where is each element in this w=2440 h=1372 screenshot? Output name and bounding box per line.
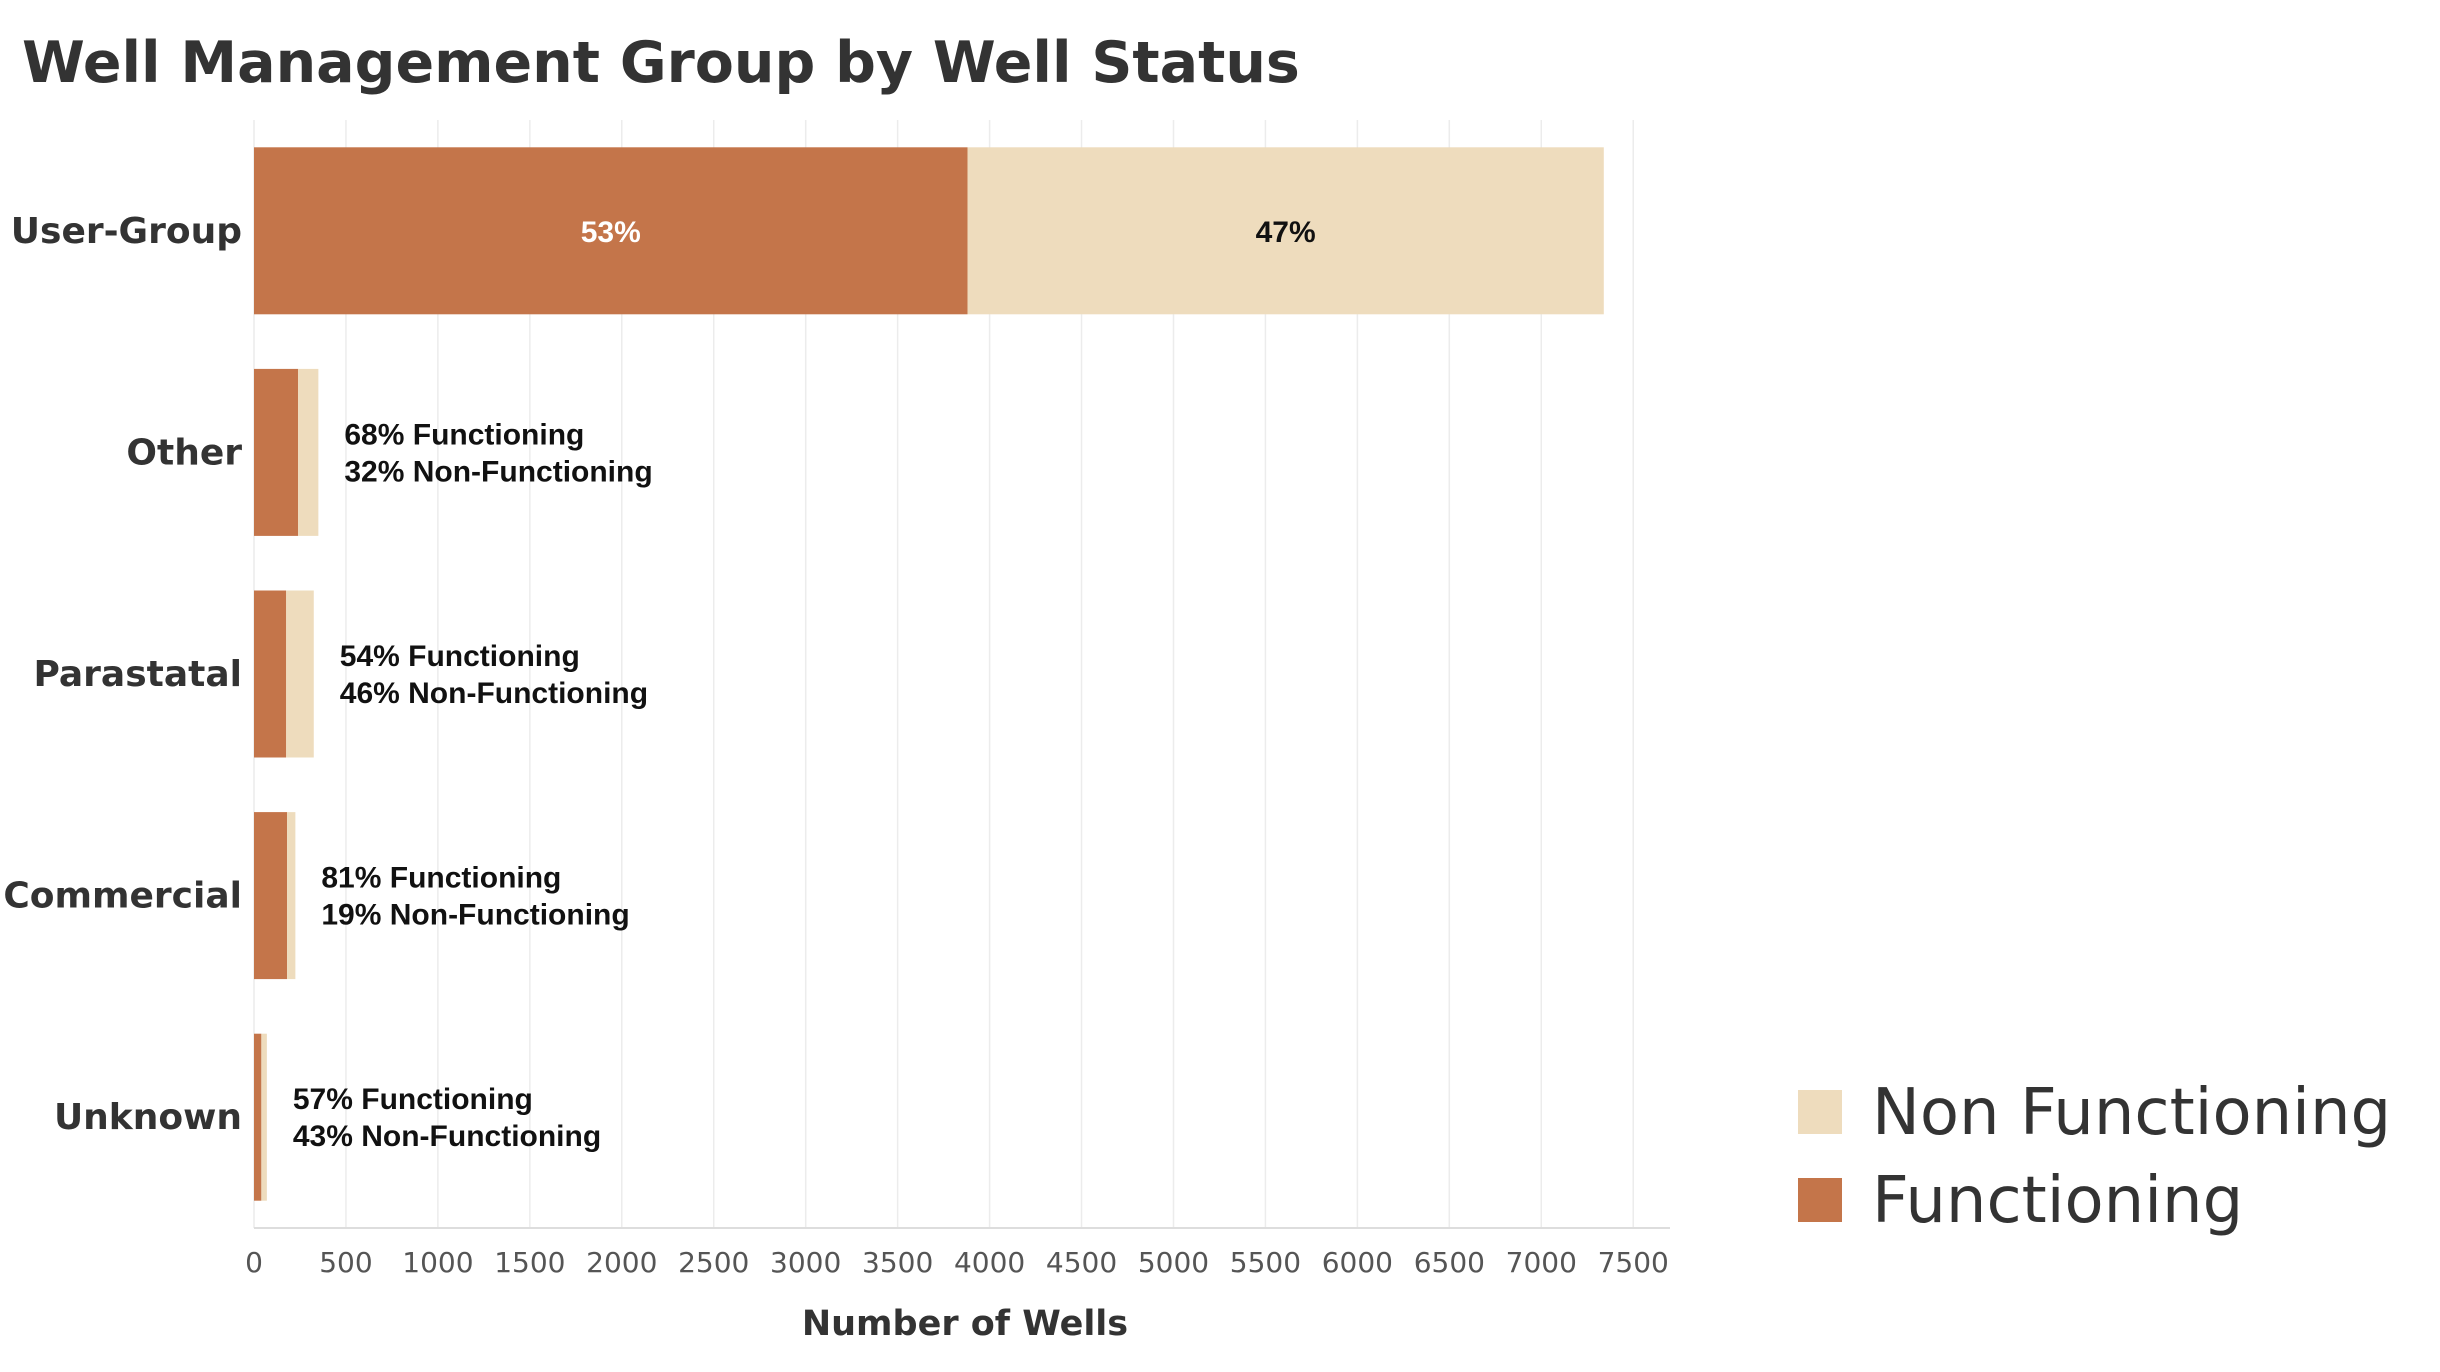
bar-non-functioning-user-group xyxy=(967,147,1604,315)
x-tick-label: 2500 xyxy=(678,1246,749,1279)
bar-functioning-unknown xyxy=(254,1033,262,1201)
bar-functioning-commercial xyxy=(254,812,288,980)
x-tick-label: 4500 xyxy=(1046,1246,1117,1279)
bar-annotation-line: 57% Functioning xyxy=(293,1083,533,1116)
legend-swatch-functioning xyxy=(1798,1178,1842,1222)
category-label: Other xyxy=(126,432,242,473)
bar-annotation-line: 32% Non-Functioning xyxy=(344,455,652,488)
bar-annotation-line: 43% Non-Functioning xyxy=(293,1120,601,1153)
legend-label: Functioning xyxy=(1872,1164,2243,1238)
x-tick-label: 0 xyxy=(245,1246,263,1279)
x-tick-label: 6500 xyxy=(1414,1246,1485,1279)
bar-functioning-parastatal xyxy=(254,590,287,758)
x-tick-label: 5500 xyxy=(1230,1246,1301,1279)
legend-swatch-non-functioning xyxy=(1798,1090,1842,1134)
bar-non-functioning-parastatal xyxy=(286,590,314,758)
x-tick-label: 4000 xyxy=(954,1246,1025,1279)
x-tick-label: 7000 xyxy=(1506,1246,1577,1279)
bar-value-label: 53% xyxy=(581,216,641,249)
bar-non-functioning-commercial xyxy=(287,812,296,980)
x-tick-label: 6000 xyxy=(1322,1246,1393,1279)
legend: Non Functioning Functioning xyxy=(1798,1076,2391,1238)
bar-annotations: 53% 47% 68% Functioning 32% Non-Functioning… xyxy=(293,216,1316,1153)
legend-label: Non Functioning xyxy=(1872,1076,2391,1150)
bar-annotation-line: 54% Functioning xyxy=(340,640,580,673)
x-tick-label: 5000 xyxy=(1138,1246,1209,1279)
category-label: Commercial xyxy=(3,876,242,917)
bar-non-functioning-unknown xyxy=(261,1033,267,1201)
category-label: Unknown xyxy=(54,1097,242,1138)
bar-non-functioning-other xyxy=(298,368,319,536)
x-tick-label: 1500 xyxy=(494,1246,565,1279)
bar-annotation-line: 46% Non-Functioning xyxy=(340,677,648,710)
x-tick-label: 7500 xyxy=(1598,1246,1669,1279)
category-label: User-Group xyxy=(11,211,242,252)
bar-value-label: 47% xyxy=(1256,216,1316,249)
x-tick-label: 3000 xyxy=(770,1246,841,1279)
bars xyxy=(254,147,1604,1201)
bar-annotation-line: 81% Functioning xyxy=(321,862,561,895)
value-axis: 0 500 1000 1500 2000 2500 3000 3500 4000 4500 5000… xyxy=(245,1246,1669,1279)
category-axis: User-Group Other Parastatal Commercial Unkno… xyxy=(3,211,242,1138)
x-tick-label: 3500 xyxy=(862,1246,933,1279)
x-tick-label: 1000 xyxy=(402,1246,473,1279)
bar-annotation-line: 68% Functioning xyxy=(344,418,584,451)
bar-functioning-user-group xyxy=(254,147,968,315)
bar-annotation-line: 19% Non-Functioning xyxy=(321,899,629,932)
chart-title: Well Management Group by Well Status xyxy=(22,30,1300,96)
bar-functioning-other xyxy=(254,368,299,536)
category-label: Parastatal xyxy=(33,654,242,695)
x-tick-label: 2000 xyxy=(586,1246,657,1279)
x-tick-label: 500 xyxy=(319,1246,372,1279)
x-axis-title: Number of Wells xyxy=(802,1304,1128,1344)
